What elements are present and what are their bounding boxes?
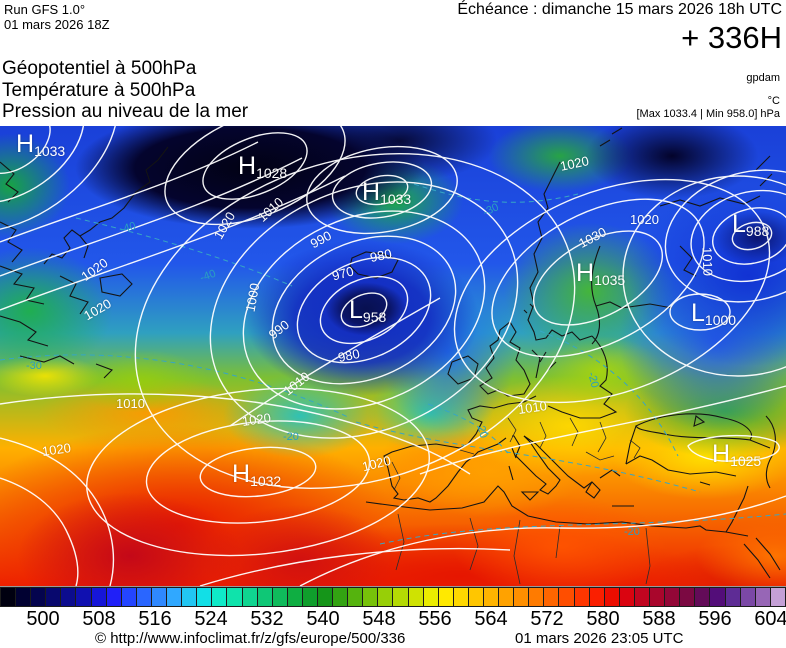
scale-tick-labels: 500 508 516 524 532 540 548 556 564 572 580 588 596 6… [0,607,786,631]
colorbar-cell [46,587,62,607]
valid-time-label: Échéance : dimanche 15 mars 2026 18h UTC [457,1,782,18]
scale-tick: 516 [138,608,172,630]
scale-tick: 556 [418,608,452,630]
colorbar-cell [453,587,469,607]
country-borders [391,417,651,585]
colorbar-cell [272,587,288,607]
colorbar-cell [167,587,183,607]
colorbar-cell [529,587,545,607]
scale-tick: 604 [754,608,786,630]
colorbar-cell [710,587,726,607]
colorbar-cell [499,587,515,607]
colorbar-cell [182,587,198,607]
colorbar-cell [393,587,409,607]
pressure-range: [Max 1033.4 | Min 958.0] hPa [636,108,781,120]
forecast-hour: + 336H [681,20,782,55]
colorbar-cell [468,587,484,607]
colorbar-cell [31,587,47,607]
colorbar-cell [514,587,530,607]
colorbar-cell [317,587,334,607]
scale-tick: 588 [642,608,676,630]
colorbar-cell [604,587,620,607]
scale-tick: 508 [82,608,116,630]
colorbar-cell [348,587,364,607]
colorbar-cell [61,587,77,607]
colorbar-cell [363,587,379,607]
coastlines [0,127,781,579]
colorbar-cell [151,587,168,607]
generation-timestamp: 01 mars 2026 23:05 UTC [515,630,684,647]
colorbar-cell [740,587,756,607]
colorbar-cell [0,587,17,607]
scale-tick: 580 [586,608,620,630]
colorbar-cell [559,587,575,607]
colorbar-cell [695,587,711,607]
colorbar-cell [665,587,681,607]
chart-titles: Géopotentiel à 500hPa Température à 500h… [2,58,248,123]
isobars [0,126,786,586]
title-geopotential: Géopotentiel à 500hPa [2,58,197,79]
colorbar-cell [378,587,394,607]
scale-tick: 564 [474,608,508,630]
colorbar-cell [589,587,605,607]
title-pressure: Pression au niveau de la mer [2,101,249,122]
scale-tick: 548 [362,608,396,630]
copyright-url: © http://www.infoclimat.fr/z/gfs/europe/… [95,630,406,647]
colorbar-cell [76,587,92,607]
scale-tick: 540 [306,608,340,630]
scale-tick: 532 [250,608,284,630]
colorbar-cell [574,587,590,607]
synoptic-map: H1033 H1028 H1033 L958 H1035 L988 L1000 H1032 H1… [0,126,786,586]
colorbar-cell [242,587,258,607]
footer: © http://www.infoclimat.fr/z/gfs/europe/… [0,630,786,648]
colorbar-cell [423,587,439,607]
colorbar-cell [544,587,560,607]
colorbar-cell [257,587,273,607]
colorbar-cell [227,587,243,607]
temperature-field [0,126,786,586]
colorbar-cell [212,587,228,607]
scale-tick: 572 [530,608,564,630]
colorbar-cell [106,587,122,607]
geopotential-color-scale [0,586,786,607]
colorbar-cell [755,587,771,607]
colorbar-cell [333,587,349,607]
colorbar-cell [408,587,424,607]
colorbar-cell [770,587,786,607]
colorbar-cell [287,587,303,607]
colorbar-cell [619,587,635,607]
colorbar-cell [438,587,454,607]
map-overlay-svg [0,126,786,586]
unit-geopotential: gpdam [746,72,780,84]
colorbar-cell [16,587,32,607]
colorbar-cell [484,587,500,607]
colorbar-cell [121,587,137,607]
unit-temperature: °C [767,95,780,107]
scale-tick: 524 [194,608,228,630]
model-run-date: 01 mars 2026 18Z [4,17,110,32]
colorbar-cell [634,587,651,607]
model-run-name: Run GFS 1.0° [4,2,86,17]
colorbar-cell [91,587,107,607]
scale-tick: 596 [698,608,732,630]
colorbar-cell [650,587,666,607]
header: Run GFS 1.0° 01 mars 2026 18Z Échéance :… [0,0,786,126]
temperature-contours [0,183,786,545]
colorbar-cell [197,587,213,607]
title-temperature: Température à 500hPa [2,79,196,101]
colorbar-cell [680,587,696,607]
colorbar-cell [136,587,152,607]
colorbar-cell [302,587,318,607]
scale-tick: 500 [26,608,60,630]
colorbar-cell [725,587,741,607]
